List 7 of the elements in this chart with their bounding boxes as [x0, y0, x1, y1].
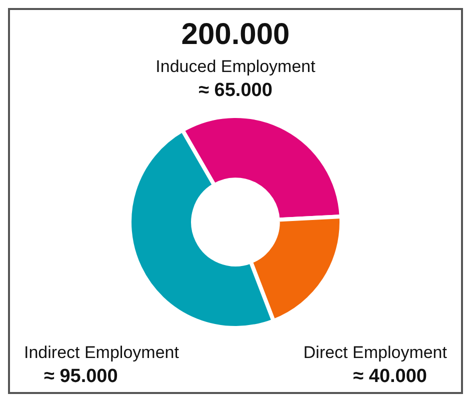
- data-label: ≈ 95.000: [44, 366, 118, 387]
- data-label: ≈ 65.000: [198, 80, 272, 101]
- slice-label: Induced Employment: [156, 57, 316, 76]
- slice-label: Direct Employment: [303, 343, 448, 362]
- slice-label: Indirect Employment: [24, 343, 180, 362]
- data-label: ≈ 40.000: [353, 366, 427, 387]
- chart-title: 200.000: [181, 18, 290, 51]
